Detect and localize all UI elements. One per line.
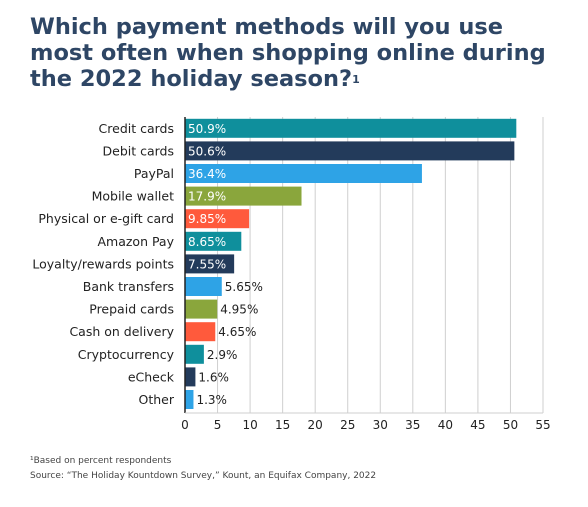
category-label: Amazon Pay (97, 234, 174, 249)
x-tick-label: 10 (242, 418, 257, 432)
category-label: Loyalty/rewards points (32, 256, 174, 271)
category-label: Bank transfers (83, 279, 174, 294)
bar (185, 299, 218, 319)
bar (185, 118, 517, 138)
category-label: PayPal (134, 166, 174, 181)
chart-title: Which payment methods will you use most … (30, 14, 570, 92)
x-tick-label: 40 (438, 418, 453, 432)
x-tick-label: 5 (214, 418, 222, 432)
bar (185, 209, 250, 229)
bar (185, 164, 422, 183)
value-label: 1.3% (196, 393, 227, 407)
category-label: Credit cards (99, 121, 174, 136)
value-label: 36.4% (188, 167, 226, 181)
x-tick-label: 15 (275, 418, 290, 432)
value-label: 5.65% (225, 280, 263, 294)
category-label: eCheck (128, 369, 175, 384)
chart-title-text: Which payment methods will you use most … (30, 14, 546, 92)
value-label: 1.6% (198, 370, 229, 384)
title-footnote-marker: 1 (352, 73, 360, 86)
category-label: Physical or e-gift card (38, 211, 174, 226)
x-tick-label: 0 (181, 418, 189, 432)
value-label: 4.65% (218, 325, 256, 339)
bar (185, 141, 515, 161)
category-label: Prepaid cards (89, 302, 174, 317)
value-label: 50.6% (188, 144, 226, 158)
category-label: Debit cards (103, 143, 175, 158)
value-label: 9.85% (188, 212, 226, 226)
value-label: 8.65% (188, 235, 226, 249)
x-tick-label: 35 (405, 418, 420, 432)
bar (185, 344, 204, 364)
value-label: 7.55% (188, 257, 226, 271)
category-label: Cash on delivery (69, 324, 174, 339)
value-label: 2.9% (207, 348, 238, 362)
bar (185, 254, 235, 274)
bar (185, 186, 302, 206)
bar (185, 231, 242, 251)
category-label: Cryptocurrency (78, 347, 175, 362)
source-note: Source: “The Holiday Kountdown Survey,” … (30, 471, 377, 481)
value-label: 50.9% (188, 122, 226, 136)
x-tick-label: 50 (503, 418, 518, 432)
x-tick-label: 55 (535, 418, 550, 432)
footnote: ¹Based on percent respondents (30, 456, 172, 466)
x-tick-label: 45 (470, 418, 485, 432)
bar (185, 367, 196, 387)
bar (185, 322, 216, 342)
value-label: 17.9% (188, 190, 226, 204)
bar (185, 277, 222, 296)
category-label: Other (139, 392, 175, 407)
x-tick-label: 30 (373, 418, 388, 432)
x-tick-label: 20 (308, 418, 323, 432)
value-label: 4.95% (220, 303, 258, 317)
bar (185, 390, 194, 409)
category-label: Mobile wallet (92, 189, 174, 204)
x-tick-label: 25 (340, 418, 355, 432)
